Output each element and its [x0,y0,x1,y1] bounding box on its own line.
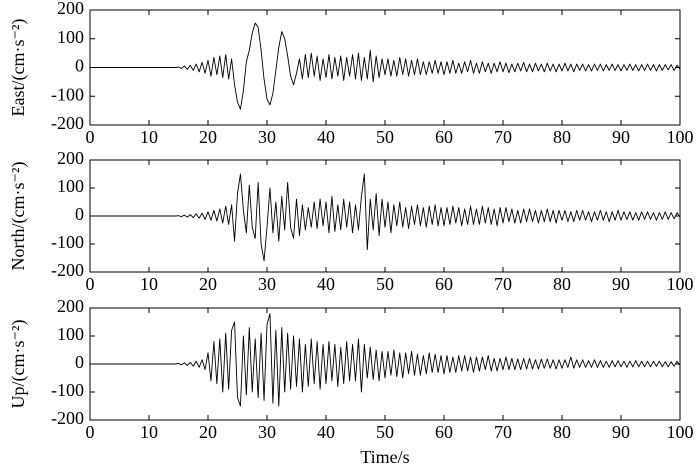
x-tick-label: 70 [494,274,512,294]
trace [90,22,681,110]
plot-frame [89,9,681,126]
x-tick-label: 50 [376,274,394,294]
y-tick-label: 0 [75,352,84,372]
y-tick-label: 200 [57,148,84,168]
x-tick-label: 80 [553,274,571,294]
x-tick-label: 50 [376,127,394,147]
x-tick-label: 60 [435,274,453,294]
x-tick-label: 0 [86,422,95,442]
y-tick-label: -200 [51,113,84,133]
x-tick-label: 30 [258,127,276,147]
y-tick-label: 100 [57,324,84,344]
y-tick-label: -100 [51,84,84,104]
subplot: 0 10 20 30 40 50 60 70 80 90 100 -200 -100 0 100 200 Eas… [8,0,693,147]
y-axis-label: North/(cm·s⁻²) [8,162,29,271]
y-tick-label: 0 [75,204,84,224]
y-tick-label: 0 [75,56,84,76]
trace [90,313,681,407]
trace [90,173,681,262]
x-tick-label: 30 [258,274,276,294]
x-tick-label: 10 [140,422,158,442]
subplot: 0 10 20 30 40 50 60 70 80 90 100 -200 -100 0 100 200 Up/… [8,296,693,467]
y-axis-label: Up/(cm·s⁻²) [8,320,29,409]
x-tick-label: 100 [667,127,694,147]
x-tick-label: 20 [199,274,217,294]
x-tick-label: 30 [258,422,276,442]
x-tick-label: 20 [199,422,217,442]
x-tick-label: 90 [612,127,630,147]
x-tick-label: 0 [86,127,95,147]
x-tick-label: 100 [667,422,694,442]
x-tick-label: 50 [376,422,394,442]
y-tick-label: -100 [51,232,84,252]
x-tick-label: 90 [612,422,630,442]
x-tick-label: 10 [140,274,158,294]
y-tick-label: -200 [51,408,84,428]
y-tick-label: 100 [57,176,84,196]
x-tick-label: 0 [86,274,95,294]
y-tick-label: -200 [51,260,84,280]
y-axis-label: East/(cm·s⁻²) [8,19,29,117]
x-axis-label: Time/s [360,447,409,467]
x-tick-label: 80 [553,127,571,147]
x-tick-label: 60 [435,127,453,147]
y-tick-label: 200 [57,0,84,18]
x-tick-label: 40 [317,127,335,147]
x-tick-label: 40 [317,422,335,442]
y-tick-label: 200 [57,296,84,316]
x-tick-label: 70 [494,422,512,442]
y-tick-label: 100 [57,27,84,47]
x-tick-label: 20 [199,127,217,147]
x-tick-label: 60 [435,422,453,442]
x-tick-label: 70 [494,127,512,147]
x-tick-label: 10 [140,127,158,147]
x-tick-label: 90 [612,274,630,294]
x-tick-label: 80 [553,422,571,442]
x-tick-label: 40 [317,274,335,294]
x-tick-label: 100 [667,274,694,294]
subplot: 0 10 20 30 40 50 60 70 80 90 100 -200 -100 0 100 200 Nor… [8,148,693,294]
plot-frame [89,307,681,421]
y-tick-label: -100 [51,380,84,400]
